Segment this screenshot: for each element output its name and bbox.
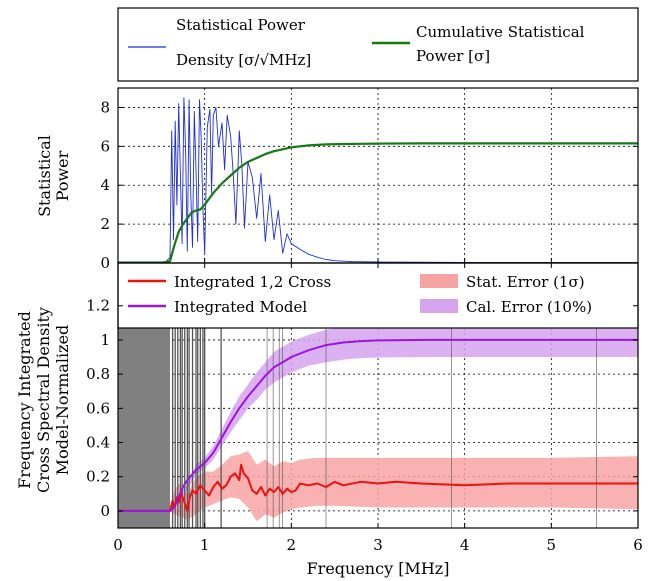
top-legend-label-cumulative-line2: Power [σ] (416, 47, 490, 65)
bottom-legend-label-cross: Integrated 1,2 Cross (174, 273, 331, 291)
bottom-y-tick-label: 0 (100, 502, 110, 520)
top-y-tick-label: 2 (100, 215, 110, 233)
cumulative-power-line (118, 142, 638, 265)
bottom-y-tick-label: 0.2 (86, 468, 110, 486)
bottom-legend-swatch-cal-error (420, 299, 458, 313)
top-legend-label-power-density-line1: Statistical Power (176, 16, 306, 34)
bottom-legend-swatch-stat-error (420, 274, 458, 288)
top-legend-label-cumulative-line1: Cumulative Statistical (416, 23, 585, 41)
bottom-legend-box (117, 262, 639, 329)
top-legend-label-power-density-line2: Density [σ/√MHz] (176, 51, 311, 69)
bottom-error-bands (170, 322, 638, 522)
bottom-ylabel-line1: Frequency Integrated (15, 311, 34, 489)
bottom-y-tick-label: 0.4 (86, 434, 110, 452)
bottom-legend-label-cal-error: Cal. Error (10%) (466, 298, 592, 316)
bottom-xlabel: Frequency [MHz] (307, 559, 450, 578)
bottom-x-tick-label: 0 (113, 536, 123, 554)
model-line (118, 338, 638, 512)
top-series-layer (118, 97, 638, 265)
bottom-y-tick-label: 0.8 (86, 365, 110, 383)
top-ylabel-line2: Power (53, 150, 72, 201)
bottom-panel: Integrated 1,2 Cross Integrated Model St… (15, 262, 643, 578)
bottom-x-tick-label: 4 (460, 536, 470, 554)
top-ylabel-line1: Statistical (35, 135, 54, 217)
cross-spectrum-line (118, 463, 638, 512)
bottom-y-tick-label: 1.2 (86, 297, 110, 315)
bottom-ticks: 0 1 2 3 4 5 6 0 0.2 0.4 0.6 0.8 1 1.2 (86, 263, 643, 554)
bottom-x-tick-label: 1 (200, 536, 210, 554)
bottom-y-tick-label: 0.6 (86, 399, 110, 417)
top-y-tick-label: 6 (100, 137, 110, 155)
cal-error-band (170, 322, 638, 511)
top-y-ticks: 0 2 4 6 8 (100, 98, 639, 272)
bottom-x-tick-label: 3 (373, 536, 383, 554)
bottom-ylabel-line3: Model-Normalized (53, 325, 72, 476)
bottom-legend-label-stat-error: Stat. Error (1σ) (466, 273, 585, 291)
top-panel: 0 2 4 6 8 Statistical Power (35, 87, 639, 272)
top-y-tick-label: 0 (100, 254, 110, 272)
bottom-series-layer (118, 338, 638, 512)
bottom-x-tick-label: 5 (547, 536, 557, 554)
bottom-legend-label-model: Integrated Model (174, 298, 307, 316)
bottom-x-tick-label: 2 (287, 536, 297, 554)
bottom-ylabel-line2: Cross Spectral Density (34, 307, 53, 493)
top-legend-frame (117, 7, 639, 82)
power-density-line (118, 97, 638, 263)
stat-error-band (170, 451, 638, 522)
bottom-x-tick-label: 6 (633, 536, 643, 554)
top-y-tick-label: 4 (100, 176, 110, 194)
top-y-tick-label: 8 (100, 98, 110, 116)
bottom-y-tick-label: 1 (100, 331, 110, 349)
